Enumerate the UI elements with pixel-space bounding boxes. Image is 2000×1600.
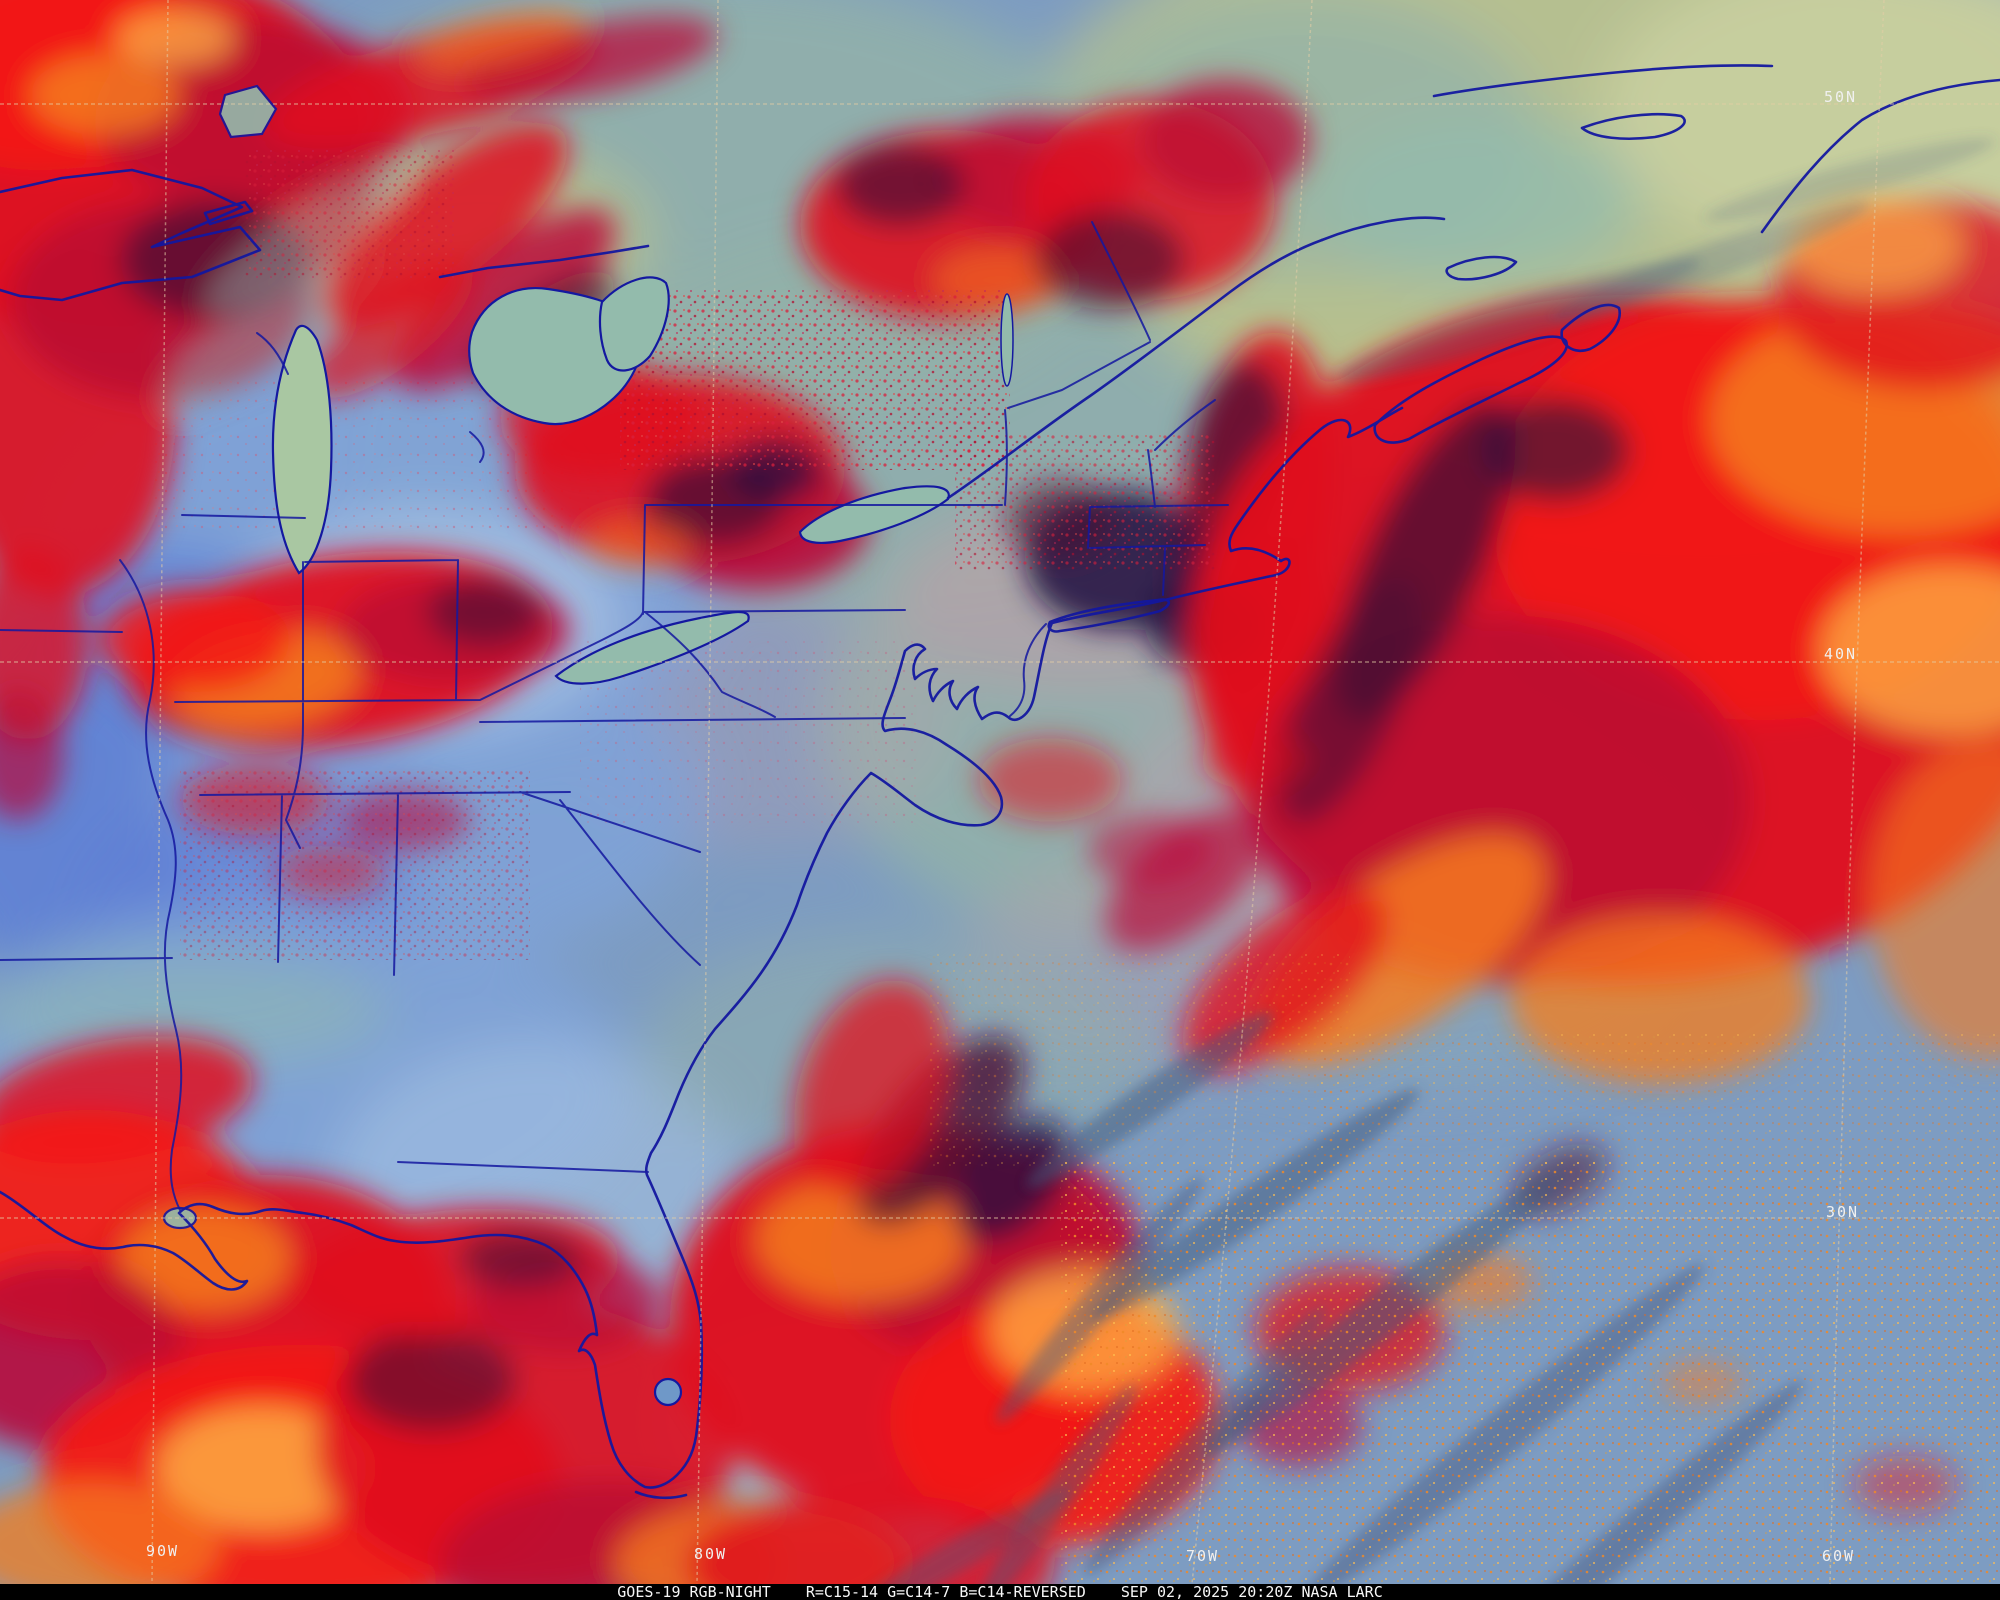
state-border-paths bbox=[0, 221, 1229, 1211]
lat-label-30n: 30N bbox=[1826, 1203, 1860, 1221]
caption-timestamp: SEP 02, 2025 20:20Z NASA LARC bbox=[1120, 1583, 1383, 1600]
speckle-storm-layer bbox=[180, 150, 2000, 1584]
lat-label-50n: 50N bbox=[1824, 88, 1858, 106]
caption-bar: GOES-19 RGB-NIGHT R=C15-14 G=C14-7 B=C14… bbox=[0, 1584, 2000, 1600]
coastline-paths bbox=[0, 64, 2000, 1500]
borders-layer bbox=[0, 64, 2000, 1500]
lon-label-60w: 60W bbox=[1822, 1547, 1856, 1565]
lon-label-70w: 70W bbox=[1186, 1547, 1220, 1565]
caption-product: GOES-19 RGB-NIGHT bbox=[617, 1583, 771, 1600]
caption-recipe: R=C15-14 G=C14-7 B=C14-REVERSED bbox=[805, 1583, 1086, 1600]
lat-label-40n: 40N bbox=[1824, 645, 1858, 663]
lon-label-80w: 80W bbox=[694, 1545, 728, 1563]
lon-label-90w: 90W bbox=[146, 1542, 180, 1560]
